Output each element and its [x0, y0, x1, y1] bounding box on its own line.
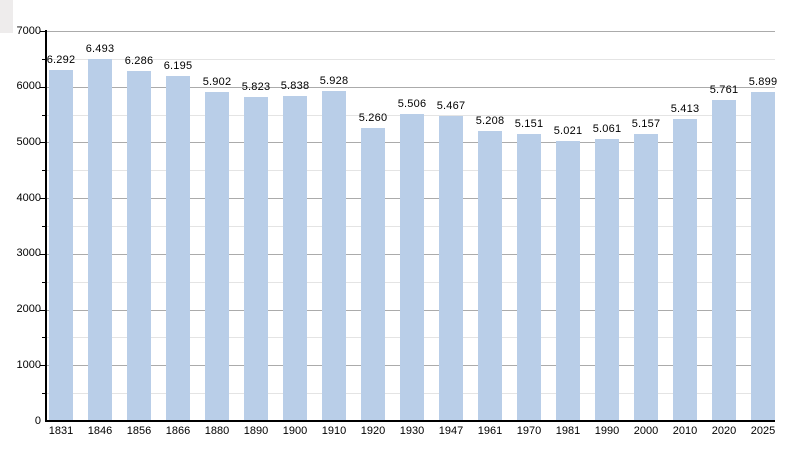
bar-value-label: 5.838	[280, 80, 310, 92]
y-axis-line	[45, 30, 47, 422]
bar-1866	[166, 76, 190, 421]
y-tick-label: 0	[34, 414, 41, 427]
x-axis-line	[45, 420, 775, 422]
bar-1970	[517, 134, 541, 421]
x-tick-label: 1846	[87, 425, 113, 437]
major-gridline	[47, 31, 775, 32]
major-gridline	[47, 86, 775, 88]
y-tick-label: 5000	[16, 135, 41, 148]
y-axis-major-tick	[40, 309, 46, 311]
y-axis-major-tick	[40, 31, 46, 32]
bar-value-label: 5.021	[553, 125, 583, 137]
bar-value-label: 5.061	[592, 123, 622, 135]
bar-value-label: 6.195	[163, 60, 193, 72]
x-tick-label: 1910	[321, 425, 347, 437]
bar-1856	[127, 71, 151, 421]
y-axis-major-tick	[40, 86, 46, 88]
x-tick-label: 1856	[126, 425, 152, 437]
y-axis-minor-tick	[42, 170, 46, 172]
y-axis-major-tick	[40, 365, 46, 367]
y-axis-major-tick	[40, 253, 46, 255]
x-tick-label: 1866	[165, 425, 191, 437]
bar-value-label: 5.467	[436, 100, 466, 112]
y-tick-label: 2000	[16, 303, 41, 316]
x-tick-label: 2000	[633, 425, 659, 437]
corner-artifact	[0, 0, 13, 33]
bar-1900	[283, 96, 307, 421]
bar-value-label: 5.899	[748, 76, 778, 88]
y-axis-minor-tick	[42, 393, 46, 395]
x-tick-label: 1990	[594, 425, 620, 437]
bar-value-label: 5.151	[514, 118, 544, 130]
y-axis-minor-tick	[42, 114, 46, 116]
x-tick-label: 1947	[438, 425, 464, 437]
y-axis-minor-tick	[42, 281, 46, 283]
bar-1880	[205, 92, 229, 421]
bar-1846	[88, 59, 112, 421]
bar-value-label: 6.292	[46, 54, 76, 66]
x-tick-label: 2025	[750, 425, 776, 437]
bar-value-label: 5.823	[241, 81, 271, 93]
y-tick-label: 4000	[16, 191, 41, 204]
x-tick-label: 1890	[243, 425, 269, 437]
y-axis-minor-tick	[42, 58, 46, 60]
bar-1981	[556, 141, 580, 421]
x-tick-label: 1981	[555, 425, 581, 437]
bar-1910	[322, 91, 346, 421]
y-axis-major-tick	[40, 198, 46, 200]
x-tick-label: 2020	[711, 425, 737, 437]
bar-value-label: 6.286	[124, 55, 154, 67]
y-tick-label: 3000	[16, 247, 41, 260]
x-tick-label: 1961	[477, 425, 503, 437]
y-axis-major-tick	[40, 142, 46, 144]
bar-value-label: 5.506	[397, 98, 427, 110]
x-tick-label: 1900	[282, 425, 308, 437]
y-axis-minor-tick	[42, 337, 46, 339]
bar-1920	[361, 128, 385, 421]
bar-value-label: 5.902	[202, 76, 232, 88]
bar-2025	[751, 92, 775, 421]
bar-1990	[595, 139, 619, 421]
bar-2020	[712, 100, 736, 421]
y-axis-minor-tick	[42, 226, 46, 227]
y-tick-label: 7000	[16, 24, 41, 37]
bar-value-label: 5.413	[670, 103, 700, 115]
x-tick-label: 1970	[516, 425, 542, 437]
bar-value-label: 5.761	[709, 84, 739, 96]
x-tick-label: 1930	[399, 425, 425, 437]
bar-value-label: 5.157	[631, 118, 661, 130]
bar-value-label: 5.208	[475, 115, 505, 127]
bar-1961	[478, 131, 502, 421]
bar-1831	[49, 70, 73, 421]
bar-2010	[673, 119, 697, 421]
x-tick-label: 1920	[360, 425, 386, 437]
bar-1890	[244, 97, 268, 421]
bar-value-label: 6.493	[85, 43, 115, 55]
y-tick-label: 1000	[16, 358, 41, 371]
x-tick-label: 1880	[204, 425, 230, 437]
bar-value-label: 5.928	[319, 75, 349, 87]
bar-2000	[634, 134, 658, 421]
bar-value-label: 5.260	[358, 112, 388, 124]
x-tick-label: 1831	[48, 425, 74, 437]
bar-1947	[439, 116, 463, 421]
y-tick-label: 6000	[16, 80, 41, 93]
bar-1930	[400, 114, 424, 421]
x-tick-label: 2010	[672, 425, 698, 437]
minor-gridline	[47, 58, 775, 60]
